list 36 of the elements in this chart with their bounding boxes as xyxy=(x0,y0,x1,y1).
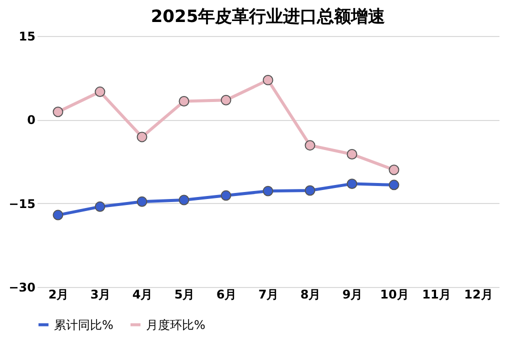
point xyxy=(52,106,64,118)
point xyxy=(262,74,274,86)
y-tick-label: −30 xyxy=(8,280,36,294)
x-tick-label: 11月 xyxy=(422,288,451,302)
point xyxy=(304,185,316,196)
point xyxy=(178,194,190,206)
x-tick-label: 7月 xyxy=(258,288,279,302)
point xyxy=(220,190,232,201)
x-tick-label: 4月 xyxy=(132,288,153,302)
chart-title: 2025年皮革行业进口总额增速 xyxy=(150,7,386,27)
point xyxy=(178,96,190,106)
x-tick-label: 6月 xyxy=(216,288,237,302)
x-tick-label: 5月 xyxy=(174,288,195,302)
point xyxy=(94,86,106,98)
y-tick-label: 0 xyxy=(27,113,36,128)
y-tick-label: 15 xyxy=(18,30,36,44)
y-tick-label: −15 xyxy=(8,196,36,211)
x-tick-label: 3月 xyxy=(90,288,111,302)
legend-label: 月度环比% xyxy=(146,318,206,332)
point xyxy=(94,201,106,212)
point xyxy=(346,149,358,160)
x-tick-label: 8月 xyxy=(300,288,321,302)
x-tick-label: 10月 xyxy=(380,288,409,302)
point xyxy=(346,178,358,190)
point xyxy=(220,94,232,106)
point xyxy=(388,180,400,190)
point xyxy=(52,210,64,220)
legend-label: 累计同比% xyxy=(54,318,114,332)
x-tick-label: 9月 xyxy=(342,288,363,302)
point xyxy=(136,196,148,207)
x-tick-label: 2月 xyxy=(48,288,69,302)
x-tick-label: 12月 xyxy=(464,288,493,302)
point xyxy=(304,140,316,151)
point xyxy=(136,132,148,142)
point xyxy=(388,164,400,176)
point xyxy=(262,186,274,196)
